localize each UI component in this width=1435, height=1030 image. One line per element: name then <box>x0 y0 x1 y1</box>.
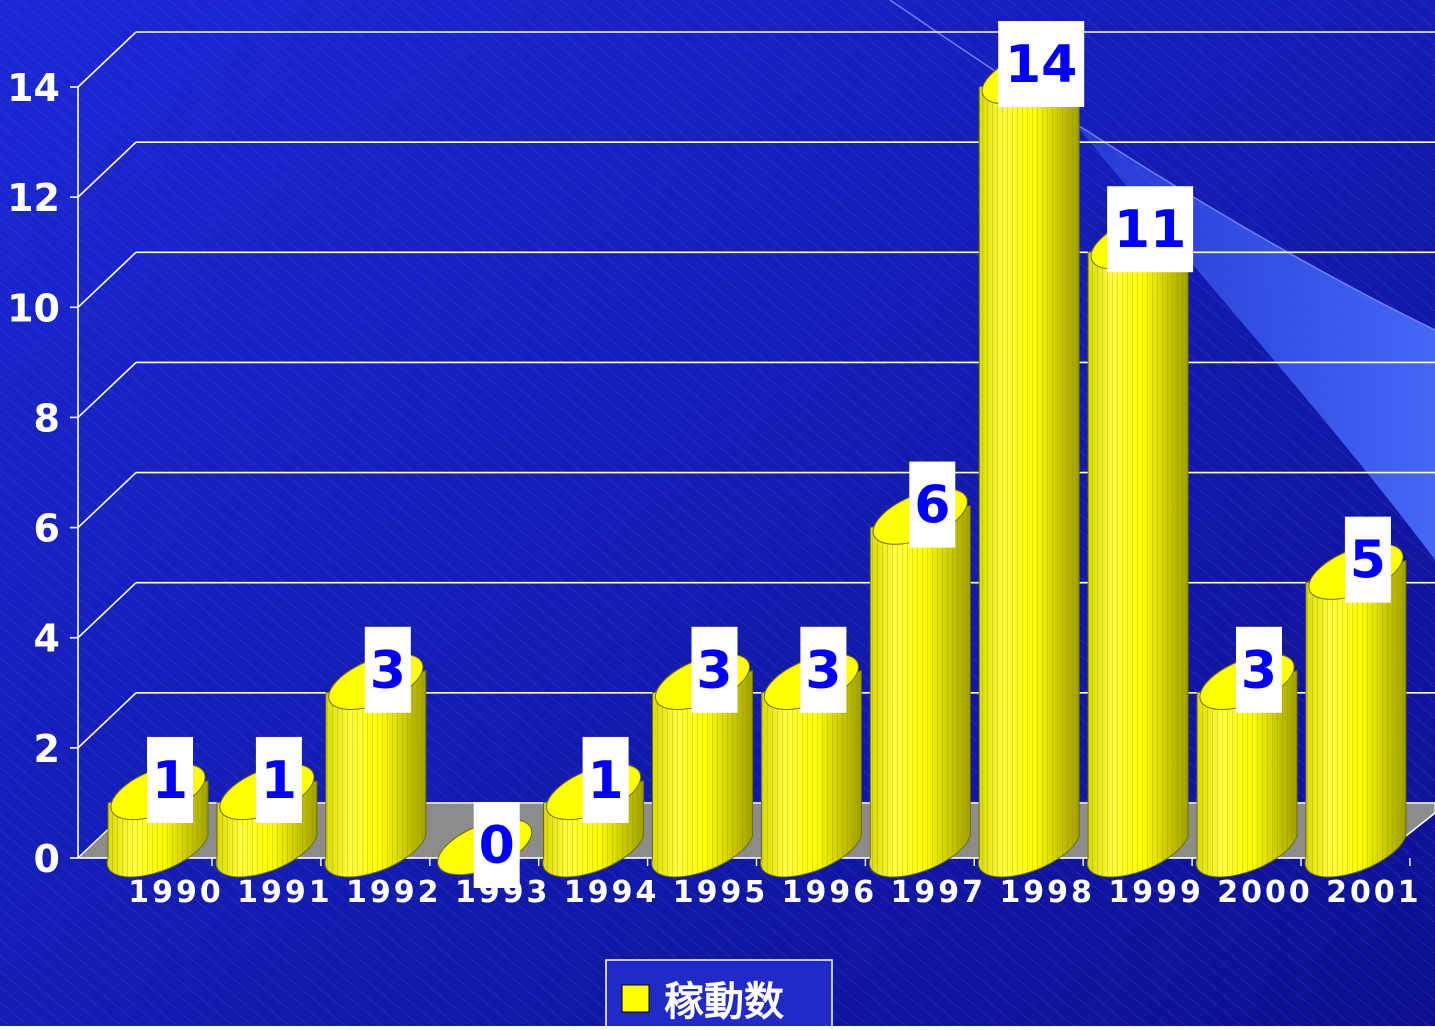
bar <box>651 653 753 878</box>
y-axis: 0 2 4 6 8 10 12 14 <box>7 66 78 881</box>
gridline <box>77 581 1435 639</box>
data-label: 11 <box>1107 186 1194 273</box>
data-label: 3 <box>800 626 847 713</box>
data-label-text: 1 <box>261 751 297 811</box>
y-tick-label: 0 <box>34 837 60 881</box>
data-label: 1 <box>255 736 302 823</box>
y-tick-label: 14 <box>7 66 60 110</box>
y-tick-label: 2 <box>34 727 60 771</box>
data-label-text: 5 <box>1350 531 1386 591</box>
x-tick-label: 1994 <box>564 875 660 910</box>
y-tick-label: 12 <box>7 176 60 220</box>
data-label-text: 3 <box>805 641 841 701</box>
x-tick-label: 1998 <box>999 875 1095 910</box>
data-label: 14 <box>998 21 1085 107</box>
bar <box>760 653 862 878</box>
y-tick-label: 4 <box>34 617 60 661</box>
x-tick-label: 1991 <box>237 875 333 910</box>
data-label-text: 14 <box>1005 35 1077 95</box>
data-label-text: 3 <box>1241 641 1277 701</box>
bar <box>1195 653 1298 878</box>
x-tick-label: 1999 <box>1108 875 1204 910</box>
y-tick-label: 10 <box>7 286 60 330</box>
bar <box>1086 213 1189 878</box>
gridline <box>77 251 1435 308</box>
bar <box>977 47 1080 878</box>
gridline <box>77 31 1435 88</box>
x-tick-label: 1992 <box>346 875 442 910</box>
data-label: 6 <box>909 461 956 548</box>
x-axis: 1990 1991 1992 1993 1994 1995 1996 1997 1998 1999… <box>128 858 1422 910</box>
bar <box>868 488 971 878</box>
x-tick-label: 1990 <box>128 875 224 910</box>
data-label: 3 <box>1236 626 1282 713</box>
data-label: 1 <box>147 736 193 823</box>
data-label-text: 1 <box>588 751 624 811</box>
legend-label: 稼動数 <box>664 979 784 1025</box>
data-label: 0 <box>473 802 520 888</box>
bars <box>106 47 1407 878</box>
legend-swatch <box>621 984 650 1013</box>
x-tick-label: 1995 <box>673 875 769 910</box>
background-swoosh-edge <box>889 0 1435 331</box>
data-label-text: 3 <box>370 641 406 701</box>
data-label-text: 0 <box>479 816 515 876</box>
y-tick-label: 6 <box>34 507 60 551</box>
x-tick-label: 1997 <box>891 875 987 910</box>
gridline <box>77 141 1435 198</box>
data-label: 5 <box>1344 516 1391 603</box>
x-tick-label: 2000 <box>1217 875 1313 910</box>
x-tick-label: 2001 <box>1326 875 1422 910</box>
gridline <box>77 361 1435 419</box>
legend: 稼動数 <box>605 959 833 1030</box>
data-label-text: 11 <box>1114 200 1186 260</box>
y-tick-label: 8 <box>34 396 60 440</box>
data-label: 1 <box>582 736 629 823</box>
data-label-text: 1 <box>152 751 188 811</box>
data-label-text: 3 <box>696 641 732 701</box>
gridline <box>77 471 1435 529</box>
data-label: 3 <box>691 626 738 713</box>
bar <box>324 653 427 878</box>
bar <box>1304 543 1407 878</box>
data-label-text: 6 <box>914 476 950 536</box>
x-tick-label: 1996 <box>782 875 878 910</box>
background-swoosh <box>890 0 1435 560</box>
data-label: 3 <box>364 626 411 713</box>
